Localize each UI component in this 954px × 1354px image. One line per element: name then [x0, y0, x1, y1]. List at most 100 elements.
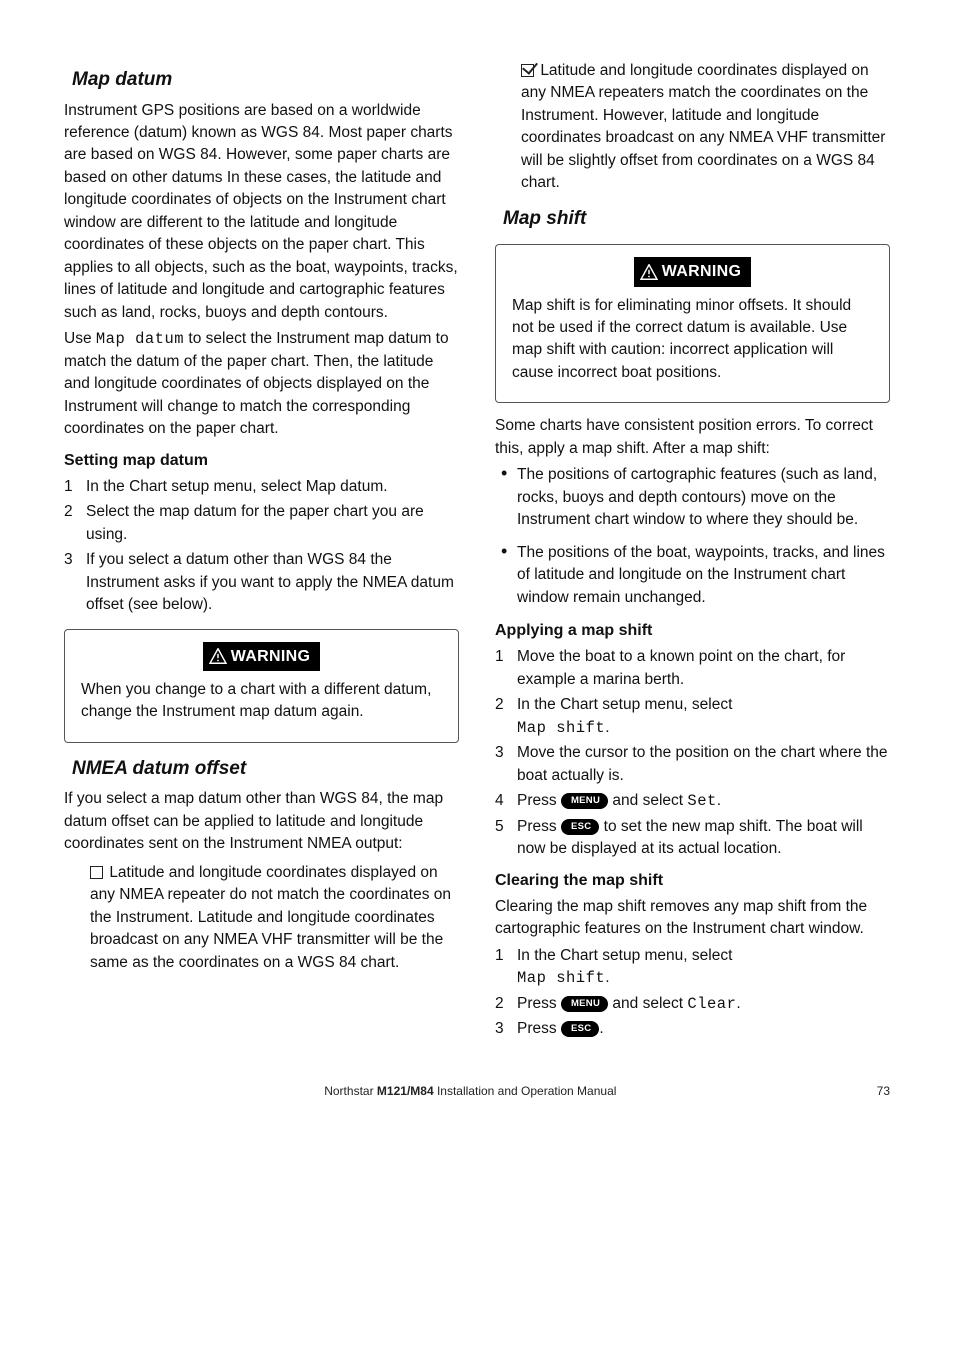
list-item: 4 Press MENU and select Set. [495, 790, 890, 812]
list-text: Press MENU and select Set. [517, 790, 721, 812]
left-column: Map datum Instrument GPS positions are b… [64, 60, 459, 1047]
list-number: 1 [64, 476, 86, 498]
text: In the Chart setup menu, select [517, 696, 732, 713]
warning-icon [209, 648, 227, 664]
ordered-list: 1Move the boat to a known point on the c… [495, 646, 890, 860]
warning-box: WARNING When you change to a chart with … [64, 629, 459, 743]
list-number: 1 [495, 945, 517, 990]
warning-label-text: WARNING [662, 260, 741, 283]
code-text: Map shift [517, 719, 605, 737]
list-number: 3 [495, 742, 517, 787]
esc-button-icon: ESC [561, 1021, 599, 1037]
list-number: 4 [495, 790, 517, 812]
text: . [599, 1020, 603, 1037]
list-text: If you select a datum other than WGS 84 … [86, 549, 459, 616]
checkbox-option-off: Latitude and longitude coordinates displ… [64, 862, 459, 974]
text: and select [608, 995, 687, 1012]
text: Use [64, 330, 96, 347]
list-item: 2 Press MENU and select Clear. [495, 993, 890, 1015]
code-text: Clear [687, 995, 736, 1013]
paragraph: Some charts have consistent position err… [495, 415, 890, 460]
checkbox-option-on: Latitude and longitude coordinates displ… [495, 60, 890, 195]
paragraph: Use Map datum to select the Instrument m… [64, 328, 459, 440]
esc-button-icon: ESC [561, 819, 599, 835]
heading-clearing-map-shift: Clearing the map shift [495, 869, 890, 892]
list-item: 1Move the boat to a known point on the c… [495, 646, 890, 691]
text: Latitude and longitude coordinates displ… [521, 62, 885, 191]
heading-map-shift: Map shift [503, 205, 890, 233]
list-item: 2 In the Chart setup menu, select Map sh… [495, 694, 890, 739]
footer-brand: Northstar [324, 1084, 373, 1098]
checkbox-checked-icon [521, 64, 534, 77]
warning-label-text: WARNING [231, 645, 310, 668]
bullet-list: •The positions of cartographic features … [495, 464, 890, 609]
bullet-icon: • [495, 464, 517, 531]
list-item: 1In the Chart setup menu, select Map dat… [64, 476, 459, 498]
warning-text: Map shift is for eliminating minor offse… [512, 295, 873, 385]
text: . [605, 719, 609, 736]
heading-setting-map-datum: Setting map datum [64, 449, 459, 472]
footer-page-number: 73 [877, 1083, 890, 1100]
warning-box: WARNING Map shift is for eliminating min… [495, 244, 890, 403]
warning-label: WARNING [203, 642, 320, 671]
list-text: Move the boat to a known point on the ch… [517, 646, 890, 691]
text: In the Chart setup menu, select [517, 947, 732, 964]
code-text: Set [687, 792, 716, 810]
list-number: 2 [495, 694, 517, 739]
list-item: 2Select the map datum for the paper char… [64, 501, 459, 546]
menu-button-icon: MENU [561, 996, 608, 1012]
text: Latitude and longitude coordinates displ… [90, 864, 451, 971]
list-number: 3 [495, 1018, 517, 1040]
text: Press [517, 792, 561, 809]
list-number: 2 [495, 993, 517, 1015]
list-item: 5 Press ESC to set the new map shift. Th… [495, 816, 890, 861]
warning-label: WARNING [634, 257, 751, 286]
list-item: •The positions of the boat, waypoints, t… [495, 542, 890, 609]
menu-button-icon: MENU [561, 793, 608, 809]
list-number: 5 [495, 816, 517, 861]
list-text: Select the map datum for the paper chart… [86, 501, 459, 546]
list-text: In the Chart setup menu, select Map shif… [517, 694, 732, 739]
text: . [605, 969, 609, 986]
list-text: In the Chart setup menu, select Map shif… [517, 945, 732, 990]
list-text: Press ESC. [517, 1018, 604, 1040]
text: Press [517, 995, 561, 1012]
list-text: Press ESC to set the new map shift. The … [517, 816, 890, 861]
text: . [717, 792, 721, 809]
list-item: •The positions of cartographic features … [495, 464, 890, 531]
ordered-list: 1 In the Chart setup menu, select Map sh… [495, 945, 890, 1041]
bullet-icon: • [495, 542, 517, 609]
right-column: Latitude and longitude coordinates displ… [495, 60, 890, 1047]
list-number: 1 [495, 646, 517, 691]
text: Press [517, 1020, 561, 1037]
heading-nmea-offset: NMEA datum offset [72, 755, 459, 783]
list-text: Move the cursor to the position on the c… [517, 742, 890, 787]
list-item: 3If you select a datum other than WGS 84… [64, 549, 459, 616]
heading-map-datum: Map datum [72, 66, 459, 94]
footer-center: Northstar M121/M84 Installation and Oper… [64, 1083, 877, 1100]
paragraph: Clearing the map shift removes any map s… [495, 896, 890, 941]
text: . [736, 995, 740, 1012]
list-number: 3 [64, 549, 86, 616]
footer-model: M121/M84 [377, 1084, 434, 1098]
list-text: The positions of cartographic features (… [517, 464, 890, 531]
list-text: The positions of the boat, waypoints, tr… [517, 542, 890, 609]
list-text: Press MENU and select Clear. [517, 993, 741, 1015]
code-text: Map datum [96, 330, 184, 348]
heading-applying-map-shift: Applying a map shift [495, 619, 890, 642]
checkbox-unchecked-icon [90, 866, 103, 879]
warning-text: When you change to a chart with a differ… [81, 679, 442, 724]
ordered-list: 1In the Chart setup menu, select Map dat… [64, 476, 459, 617]
content-columns: Map datum Instrument GPS positions are b… [64, 60, 890, 1047]
paragraph: If you select a map datum other than WGS… [64, 788, 459, 855]
text: and select [608, 792, 687, 809]
warning-icon [640, 264, 658, 280]
paragraph: Instrument GPS positions are based on a … [64, 100, 459, 325]
text: Press [517, 818, 561, 835]
list-item: 1 In the Chart setup menu, select Map sh… [495, 945, 890, 990]
code-text: Map shift [517, 969, 605, 987]
list-item: 3Move the cursor to the position on the … [495, 742, 890, 787]
list-number: 2 [64, 501, 86, 546]
list-item: 3 Press ESC. [495, 1018, 890, 1040]
footer-title: Installation and Operation Manual [434, 1084, 617, 1098]
